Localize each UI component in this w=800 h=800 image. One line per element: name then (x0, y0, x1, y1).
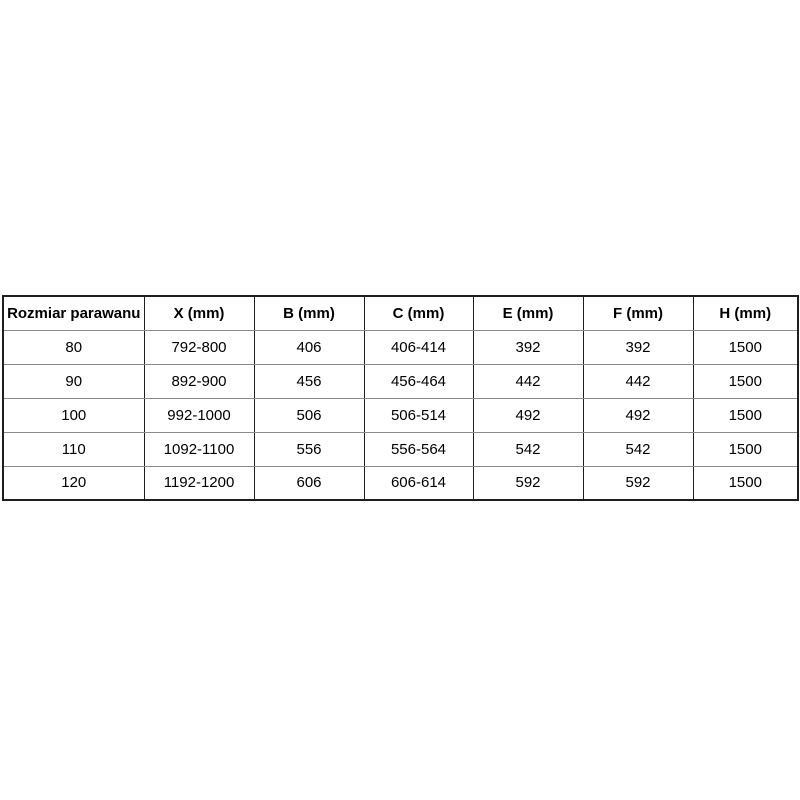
table-header-row: Rozmiar parawanu X (mm) B (mm) C (mm) E (mm)… (2, 295, 799, 331)
table-cell: 110 (2, 431, 145, 467)
table-row: 90 892-900 456 456-464 442 442 1500 (2, 363, 799, 399)
table-cell: 1500 (692, 465, 799, 501)
table-cell: 1500 (692, 329, 799, 365)
table-cell: 492 (472, 397, 584, 433)
table-header-cell: Rozmiar parawanu (2, 295, 145, 331)
table-cell: 120 (2, 465, 145, 501)
table-cell: 992-1000 (143, 397, 255, 433)
table-cell: 456 (253, 363, 365, 399)
table-header-cell: E (mm) (472, 295, 584, 331)
table-cell: 542 (582, 431, 694, 467)
table-cell: 442 (582, 363, 694, 399)
table-cell: 406 (253, 329, 365, 365)
table-header-cell: B (mm) (253, 295, 365, 331)
table-cell: 392 (582, 329, 694, 365)
table-cell: 406-414 (363, 329, 474, 365)
table-cell: 592 (472, 465, 584, 501)
table-cell: 80 (2, 329, 145, 365)
table-row: 100 992-1000 506 506-514 492 492 1500 (2, 397, 799, 433)
table-cell: 90 (2, 363, 145, 399)
table-cell: 792-800 (143, 329, 255, 365)
table-cell: 442 (472, 363, 584, 399)
table-row: 80 792-800 406 406-414 392 392 1500 (2, 329, 799, 365)
size-spec-table: Rozmiar parawanu X (mm) B (mm) C (mm) E (mm)… (2, 295, 799, 501)
table-cell: 506 (253, 397, 365, 433)
table-cell: 606 (253, 465, 365, 501)
table-cell: 392 (472, 329, 584, 365)
table-cell: 892-900 (143, 363, 255, 399)
table-cell: 606-614 (363, 465, 474, 501)
table-row: 120 1192-1200 606 606-614 592 592 1500 (2, 465, 799, 501)
table-row: 110 1092-1100 556 556-564 542 542 1500 (2, 431, 799, 467)
table-cell: 1092-1100 (143, 431, 255, 467)
table-cell: 1192-1200 (143, 465, 255, 501)
table-cell: 1500 (692, 363, 799, 399)
table-header: Rozmiar parawanu X (mm) B (mm) C (mm) E (mm)… (2, 295, 799, 331)
table-cell: 456-464 (363, 363, 474, 399)
table-body: 80 792-800 406 406-414 392 392 1500 90 892-900 45… (2, 329, 799, 501)
table-header-cell: C (mm) (363, 295, 474, 331)
table-cell: 506-514 (363, 397, 474, 433)
table-cell: 100 (2, 397, 145, 433)
table-cell: 1500 (692, 431, 799, 467)
table-header-cell: H (mm) (692, 295, 799, 331)
table-cell: 1500 (692, 397, 799, 433)
table-cell: 492 (582, 397, 694, 433)
table-header-cell: X (mm) (143, 295, 255, 331)
table-header-cell: F (mm) (582, 295, 694, 331)
table-cell: 592 (582, 465, 694, 501)
table-cell: 542 (472, 431, 584, 467)
table-cell: 556 (253, 431, 365, 467)
table-cell: 556-564 (363, 431, 474, 467)
